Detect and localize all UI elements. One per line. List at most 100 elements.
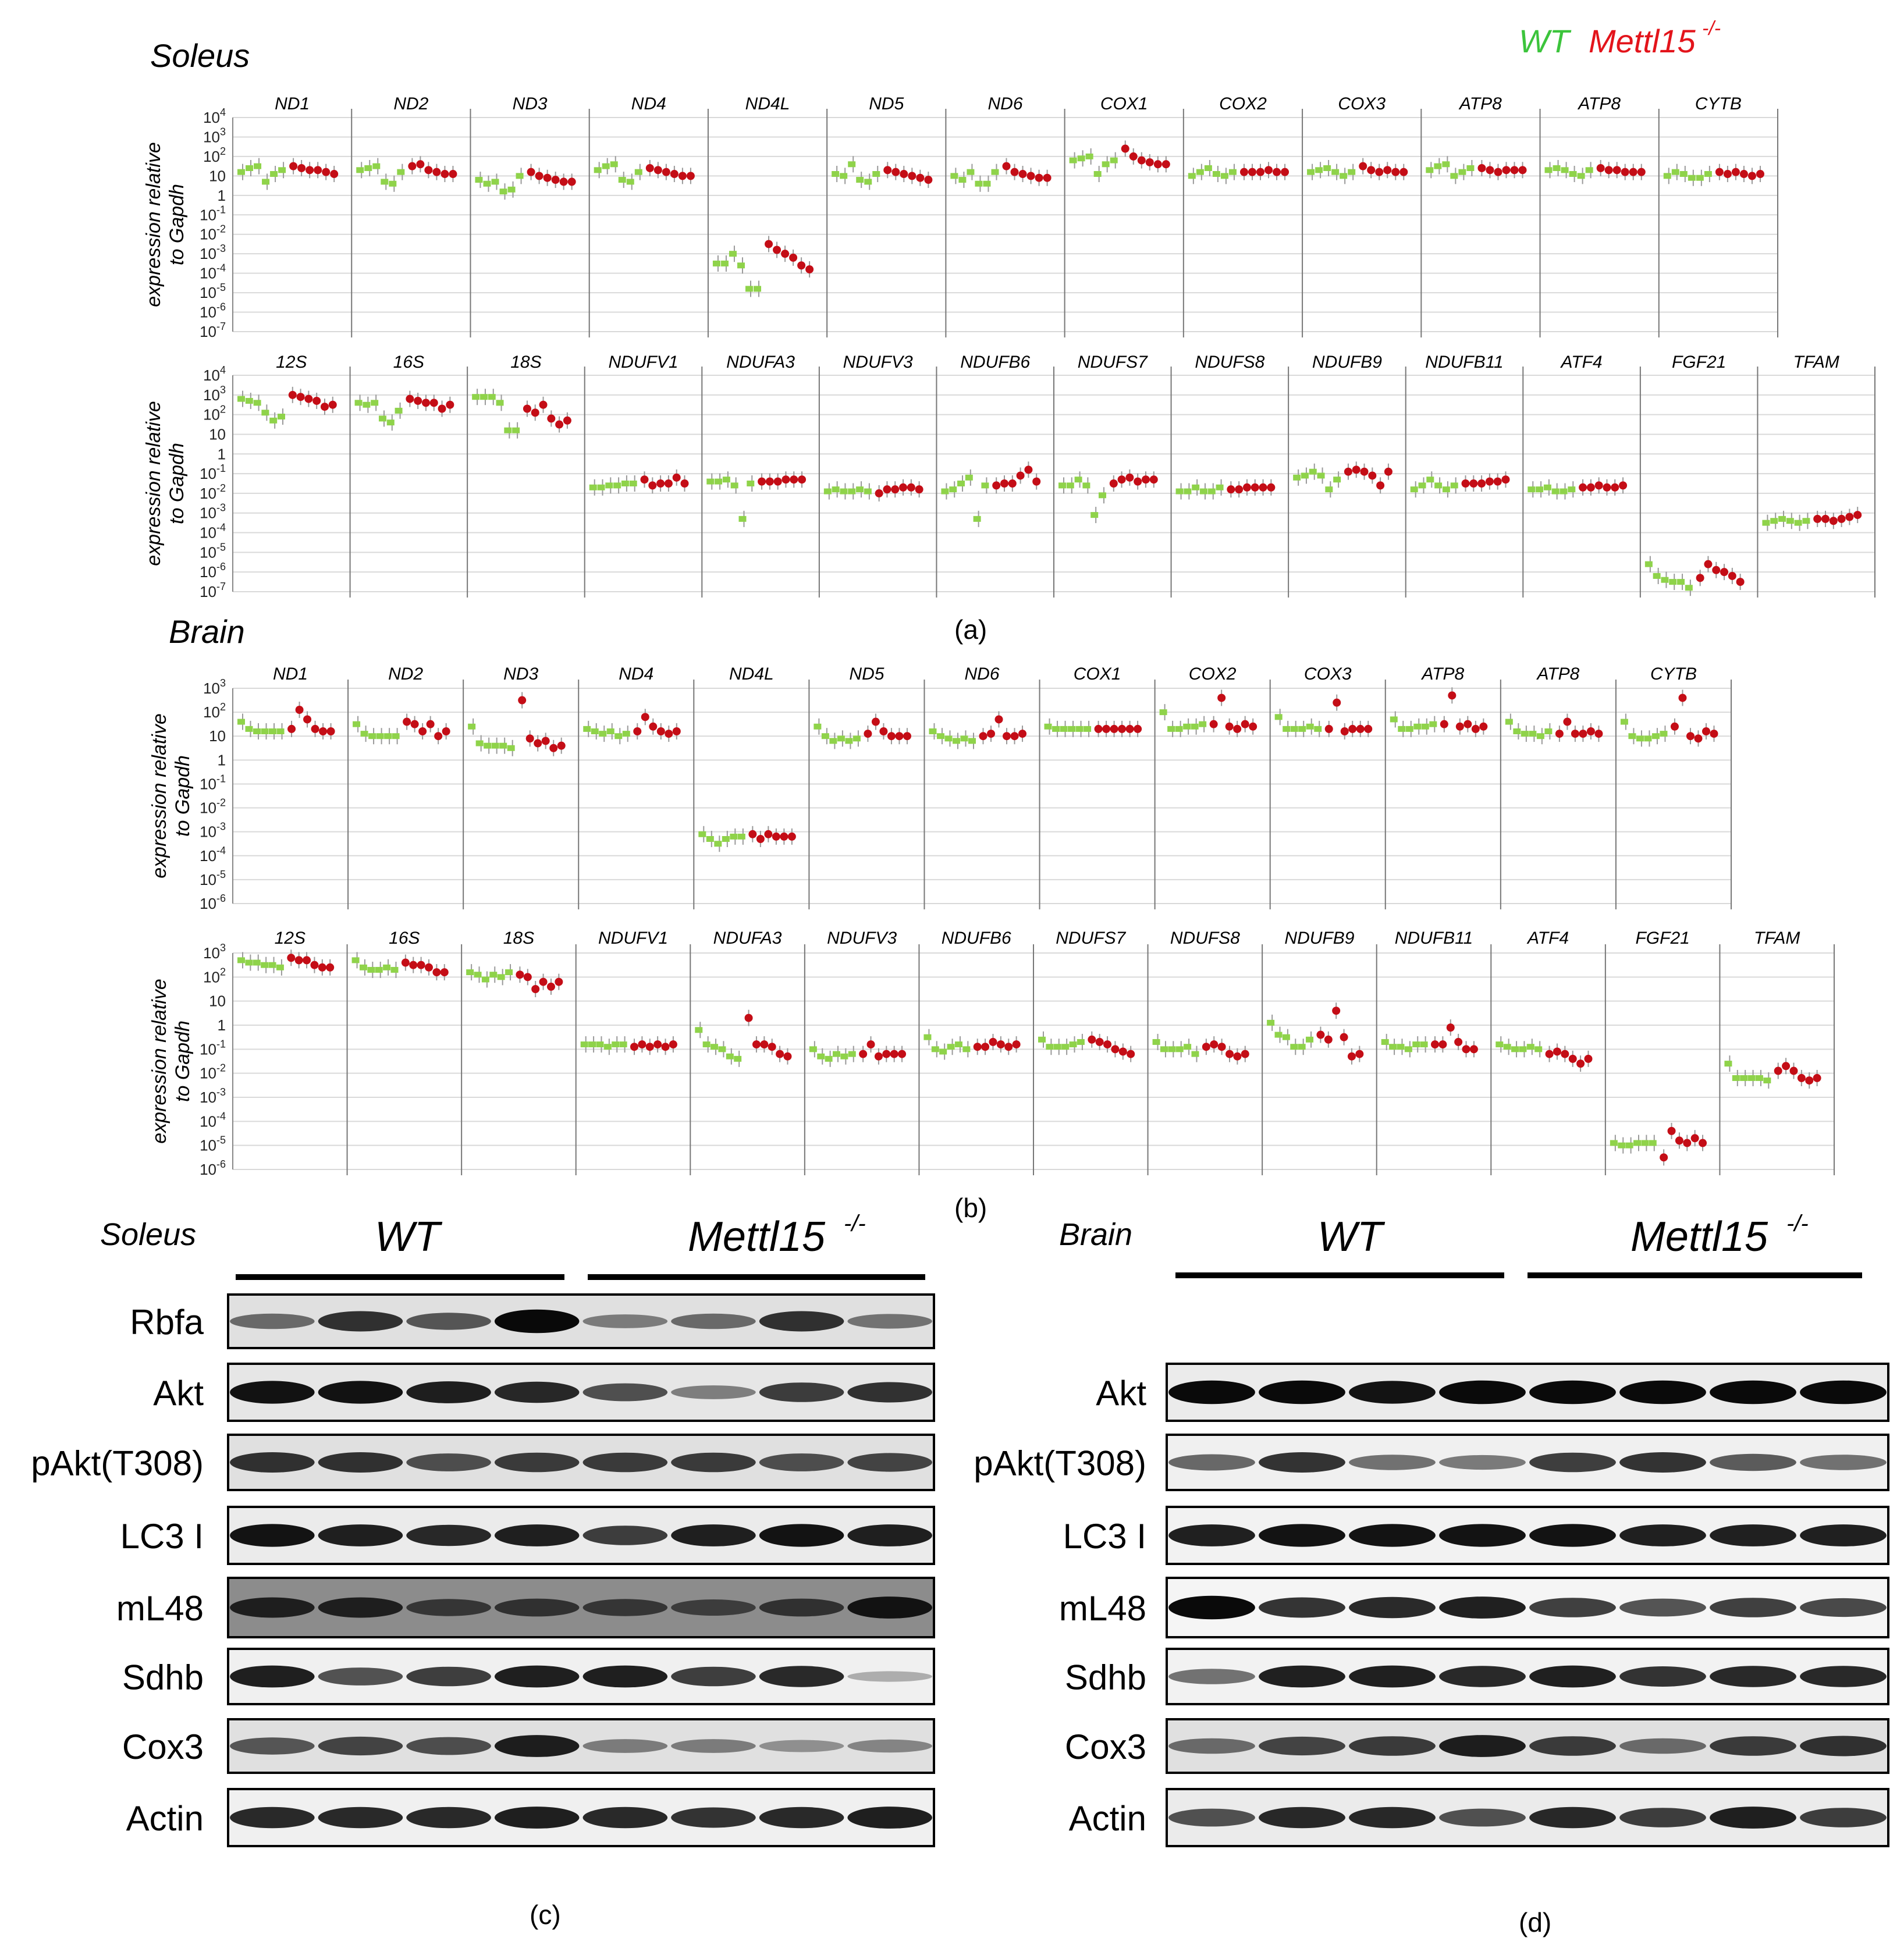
- blot-band: [1710, 1524, 1796, 1546]
- y-axis-label-line1: expression relative: [148, 713, 170, 878]
- ko-point: [1368, 471, 1377, 480]
- wt-point: [596, 1041, 604, 1048]
- ko-point: [1686, 732, 1695, 741]
- ko-point: [672, 727, 681, 735]
- wt-point: [371, 400, 379, 406]
- category-label: ATP8: [1536, 664, 1579, 684]
- ko-point: [653, 1040, 662, 1049]
- ko-point: [630, 1043, 638, 1051]
- ko-point: [1502, 166, 1511, 175]
- wt-point: [1526, 1044, 1534, 1050]
- ko-point: [1127, 1050, 1135, 1058]
- ko-point: [287, 954, 296, 962]
- ko-point: [1621, 168, 1629, 176]
- wt-point: [253, 728, 261, 734]
- category-label: ATP8: [1420, 664, 1464, 684]
- category-label: 12S: [276, 353, 307, 372]
- wt-point: [392, 733, 400, 739]
- ko-point: [981, 1043, 990, 1051]
- wt-point: [504, 427, 512, 433]
- wt-point: [626, 179, 634, 185]
- blot-band: [1439, 1455, 1526, 1470]
- ko-point: [296, 393, 305, 401]
- ko-point: [973, 1043, 982, 1051]
- wt-point: [237, 396, 245, 402]
- blot-band: [406, 1313, 491, 1330]
- blot-band: [582, 1314, 668, 1328]
- ko-point: [440, 968, 449, 977]
- wt-point: [1618, 1142, 1626, 1148]
- wt-point: [714, 841, 722, 847]
- wt-point: [612, 1041, 620, 1048]
- ko-point: [320, 403, 329, 411]
- wt-point: [1536, 733, 1544, 739]
- panel-label-a: (a): [954, 614, 987, 645]
- wt-point: [1679, 171, 1688, 177]
- ko-point: [1571, 730, 1579, 738]
- ko-point: [883, 166, 892, 175]
- wt-point: [360, 731, 368, 737]
- ko-point: [1486, 166, 1494, 175]
- wt-point: [364, 165, 372, 171]
- wt-point: [505, 969, 513, 976]
- wt-point: [1551, 488, 1560, 495]
- wt-point: [1544, 167, 1553, 173]
- wt-point: [1191, 1051, 1199, 1057]
- ko-point: [1364, 724, 1373, 733]
- wt-point: [1053, 1044, 1061, 1050]
- ko-point: [765, 477, 774, 486]
- wt-point: [711, 1044, 719, 1050]
- wt-point: [1762, 520, 1770, 526]
- blot-band: [671, 1452, 756, 1473]
- wt-point: [1458, 169, 1466, 175]
- ko-point: [409, 961, 418, 969]
- ko-point: [442, 727, 450, 735]
- wt-point: [931, 1046, 939, 1052]
- wt-point: [1093, 171, 1102, 177]
- ko-point: [557, 741, 566, 750]
- ko-point: [864, 730, 872, 738]
- ko-point: [1344, 467, 1352, 476]
- ko-point: [678, 172, 687, 180]
- ko-point: [1446, 1023, 1455, 1032]
- category-label: NDUFB11: [1395, 929, 1473, 948]
- ko-point: [314, 166, 322, 175]
- wt-point: [981, 482, 989, 489]
- category-label: NDUFA3: [726, 353, 795, 372]
- ko-point: [1141, 475, 1150, 484]
- ko-point: [1004, 1043, 1013, 1051]
- ko-point: [1016, 471, 1025, 480]
- blot-band: [582, 1807, 668, 1829]
- wt-point: [397, 169, 405, 175]
- wt-point: [939, 1048, 947, 1055]
- ko-point: [288, 390, 297, 399]
- y-axis-label-line2: to Gapdh: [172, 755, 194, 837]
- ko-point: [900, 170, 908, 179]
- wt-point: [747, 481, 755, 486]
- ko-point: [1008, 479, 1017, 488]
- ko-point: [1347, 1052, 1356, 1061]
- ko-point: [772, 832, 780, 841]
- ko-point: [883, 485, 891, 494]
- wt-point: [720, 260, 729, 266]
- wt-point: [840, 1053, 848, 1059]
- category-label: ATF4: [1560, 353, 1603, 372]
- wt-point: [737, 833, 745, 840]
- ko-point: [1249, 722, 1258, 731]
- ko-point: [1225, 722, 1234, 731]
- ko-point: [871, 717, 880, 726]
- ko-point: [539, 400, 548, 409]
- blot-band: [1259, 1524, 1345, 1547]
- wt-point: [245, 726, 253, 732]
- wt-point: [1331, 169, 1340, 175]
- wt-point: [730, 833, 738, 840]
- y-axis-label-line2: to Gapdh: [166, 443, 188, 524]
- ko-point: [1603, 483, 1611, 492]
- blot-band: [1710, 1453, 1796, 1471]
- wt-point: [475, 740, 484, 746]
- panel-label-b: (b): [954, 1193, 987, 1223]
- blot-brain: Brain WT Mettl15 -/- Akt pAkt(T308) LC3 I mL48 S…: [974, 1211, 1889, 1847]
- blot-band: [318, 1381, 403, 1404]
- ko-point: [406, 394, 414, 403]
- category-label: ND3: [503, 664, 538, 684]
